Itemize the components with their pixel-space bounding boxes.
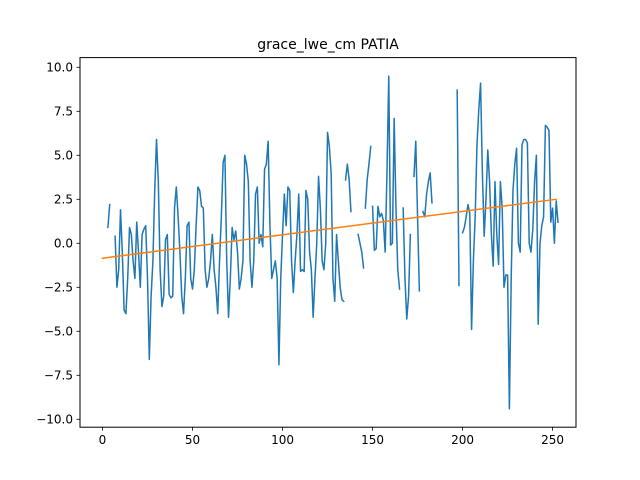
series-0-line-segment-9 [456, 89, 460, 287]
series-0-line-segment-1 [114, 131, 345, 366]
chart-title: grace_lwe_cm PATIA [257, 37, 399, 53]
y-tick-label: −5.0 [44, 325, 73, 339]
x-tick-label: 0 [99, 433, 107, 447]
x-tick-label: 100 [271, 433, 294, 447]
series-layer [101, 75, 559, 410]
x-tick-label: 250 [541, 433, 564, 447]
x-tick-label: 150 [361, 433, 384, 447]
y-tick-label: −2.5 [44, 281, 73, 295]
y-tick-label: 10.0 [46, 61, 73, 75]
plot-frame [79, 57, 577, 428]
y-axis: −10.0 −7.5 −5.0 −2.5 0.0 2.5 5.0 7.5 10.0 [36, 61, 80, 427]
y-tick-label: 0.0 [54, 237, 73, 251]
series-0-line-segment-7 [413, 140, 421, 292]
series-0-line-segment-4 [364, 145, 372, 209]
y-tick-label: 2.5 [54, 193, 73, 207]
series-0-line-segment-3 [357, 233, 365, 269]
y-tick-label: 5.0 [54, 149, 73, 163]
y-tick-label: −10.0 [36, 413, 73, 427]
series-0-line-segment-5 [371, 75, 401, 290]
series-0-line-segment-6 [402, 207, 412, 320]
x-axis: 0 50 100 150 200 250 [99, 427, 564, 447]
y-tick-label: 7.5 [54, 105, 73, 119]
series-0-line-segment-2 [344, 163, 352, 213]
x-tick-label: 50 [185, 433, 200, 447]
y-tick-label: −7.5 [44, 369, 73, 383]
x-tick-label: 200 [451, 433, 474, 447]
series-0-line-segment-10 [461, 82, 559, 410]
series-0-line-segment-0 [107, 203, 111, 229]
series-1-line-segment-0 [101, 198, 558, 260]
